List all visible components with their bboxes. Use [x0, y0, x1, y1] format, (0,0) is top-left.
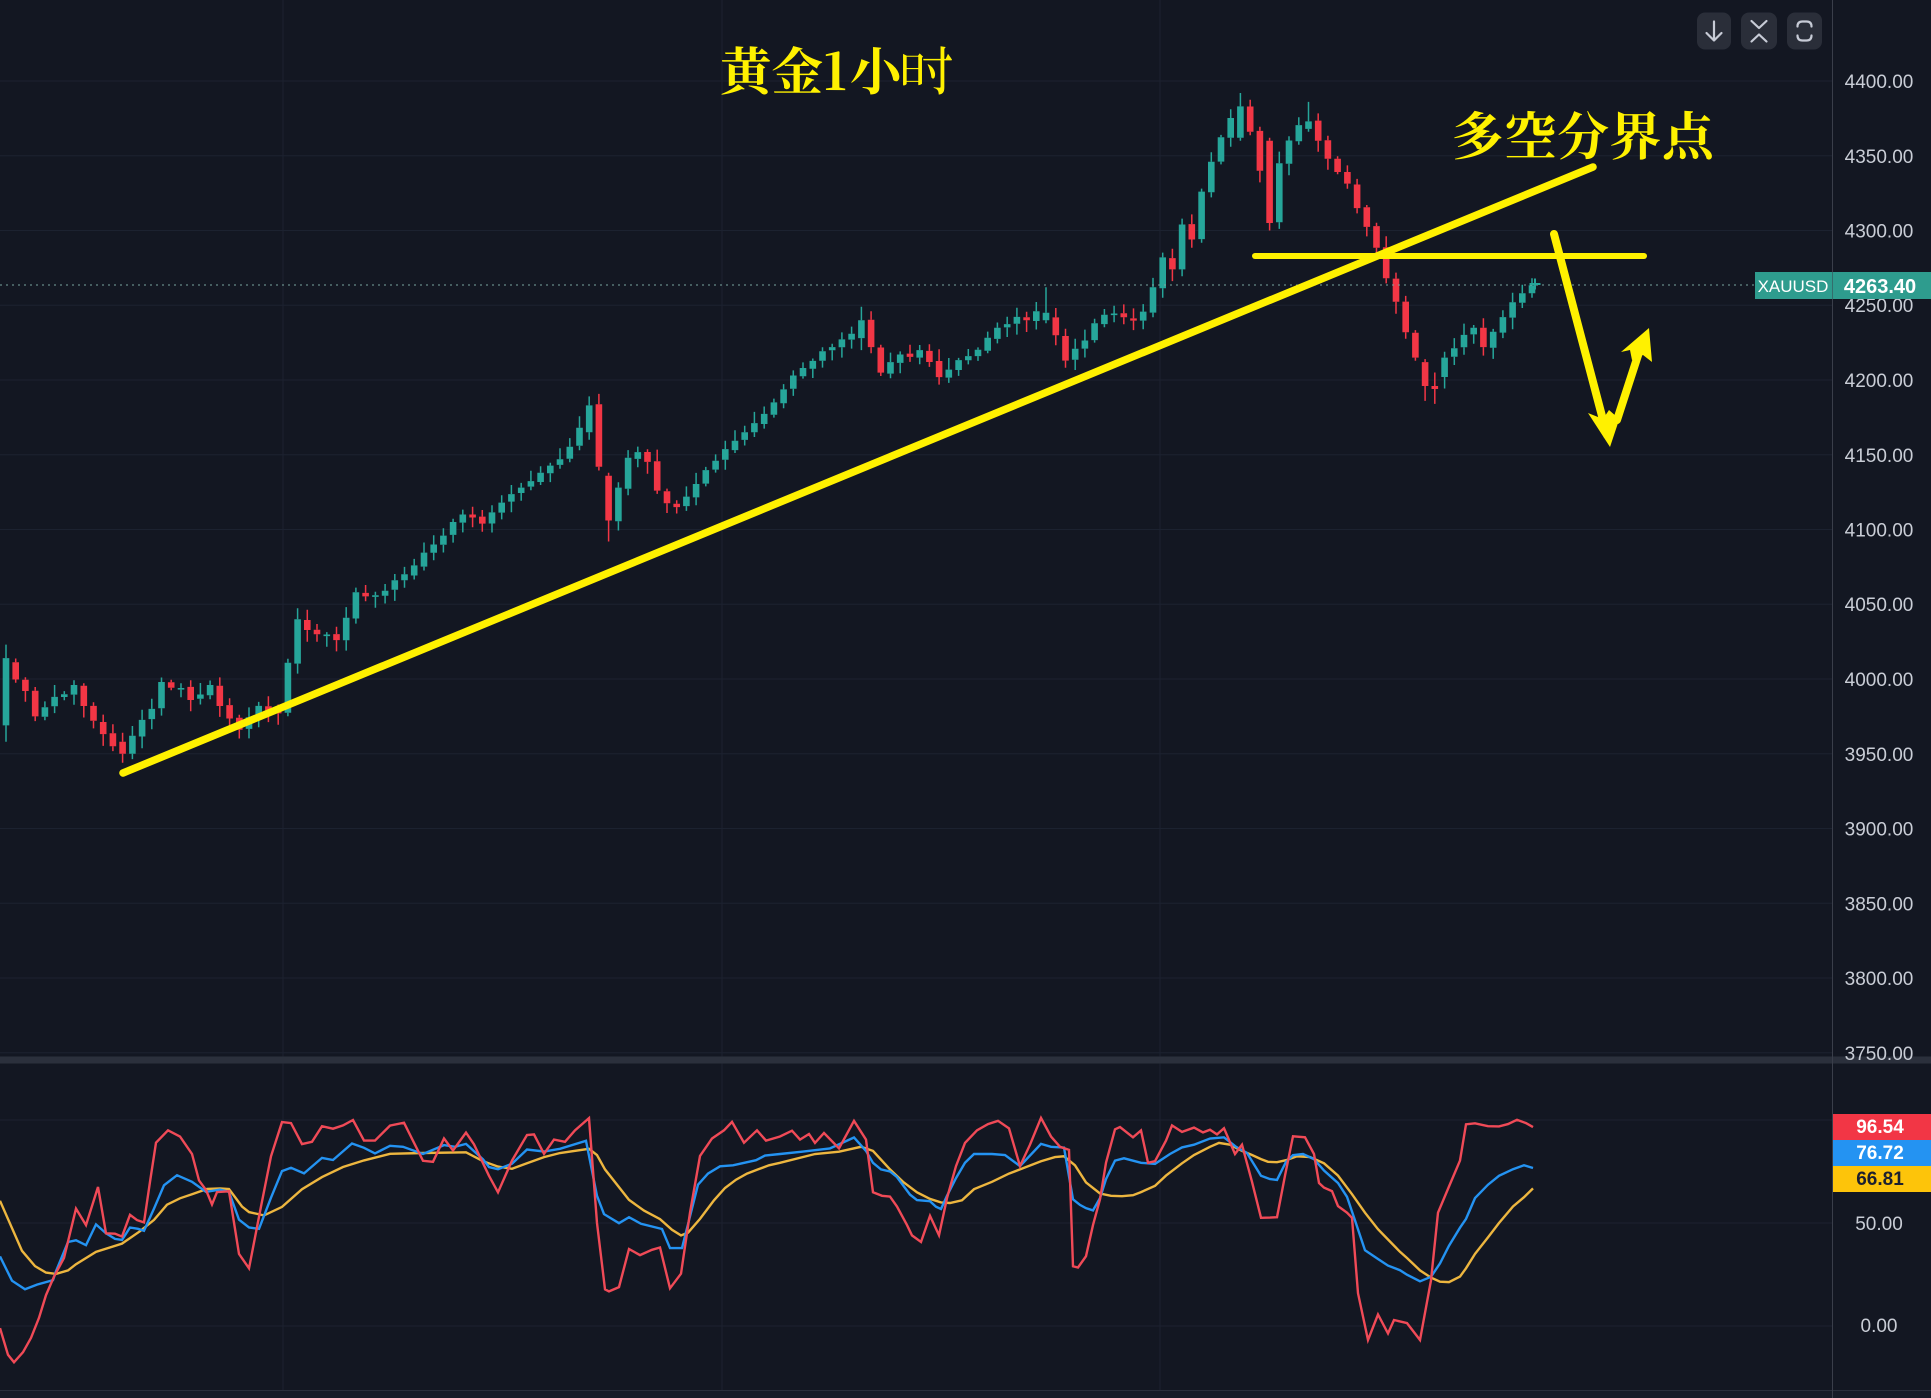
svg-text:3950.00: 3950.00 [1845, 745, 1914, 766]
svg-text:50.00: 50.00 [1855, 1214, 1903, 1235]
svg-text:4050.00: 4050.00 [1845, 595, 1914, 616]
svg-text:0.00: 0.00 [1861, 1316, 1898, 1337]
svg-text:3750.00: 3750.00 [1845, 1044, 1914, 1065]
svg-text:3900.00: 3900.00 [1845, 820, 1914, 841]
svg-text:4250.00: 4250.00 [1845, 296, 1914, 317]
svg-text:96.54: 96.54 [1856, 1117, 1904, 1138]
svg-text:76.72: 76.72 [1856, 1143, 1904, 1164]
svg-text:4100.00: 4100.00 [1845, 521, 1914, 542]
svg-text:4300.00: 4300.00 [1845, 222, 1914, 243]
svg-text:4150.00: 4150.00 [1845, 446, 1914, 467]
svg-text:4263.40: 4263.40 [1844, 276, 1916, 298]
svg-text:3850.00: 3850.00 [1845, 894, 1914, 915]
svg-text:4400.00: 4400.00 [1845, 72, 1914, 93]
svg-text:3800.00: 3800.00 [1845, 969, 1914, 990]
svg-text:XAUUSD: XAUUSD [1758, 277, 1829, 296]
svg-text:4350.00: 4350.00 [1845, 147, 1914, 168]
svg-text:4200.00: 4200.00 [1845, 371, 1914, 392]
svg-text:66.81: 66.81 [1856, 1169, 1904, 1190]
svg-text:4000.00: 4000.00 [1845, 670, 1914, 691]
